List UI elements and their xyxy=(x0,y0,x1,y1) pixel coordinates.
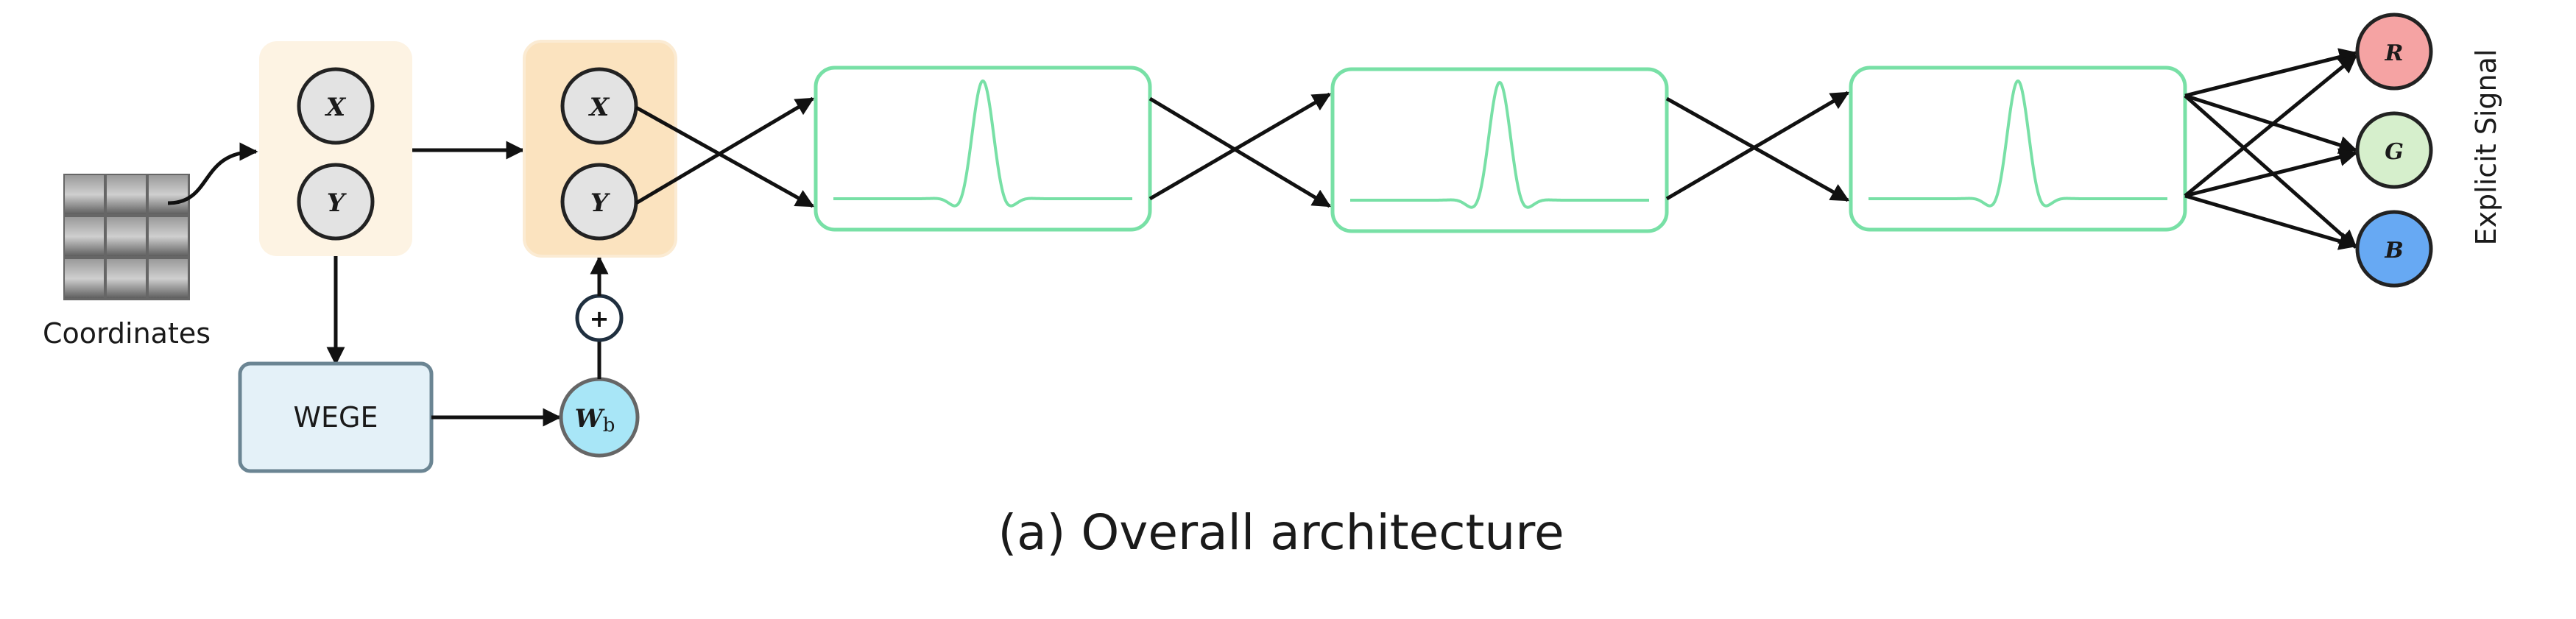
grid-cell xyxy=(107,175,146,214)
input-node-y: Y xyxy=(297,163,375,241)
coords-to-input-arrow xyxy=(167,142,258,205)
output-node-b: B xyxy=(2355,210,2433,288)
sine-layer-3 xyxy=(1849,66,2187,232)
grid-cell xyxy=(149,259,188,298)
svg-text:Wb: Wb xyxy=(575,404,615,436)
coordinates-grid-icon xyxy=(63,174,190,300)
svg-text:X: X xyxy=(588,93,610,122)
svg-text:B: B xyxy=(2384,238,2403,263)
grid-cell xyxy=(107,259,146,298)
explicit-signal-label: Explicit Signal xyxy=(2470,49,2502,246)
input-node-x: X xyxy=(297,67,375,145)
wege-label: WEGE xyxy=(293,401,378,434)
layer1-to-layer2-arrow-b xyxy=(1148,92,1332,201)
grid-cell xyxy=(149,175,188,214)
encoded-x-to-layer1-arrow xyxy=(635,105,815,208)
svg-text:R: R xyxy=(2385,40,2404,66)
plus-operator: + xyxy=(575,294,624,342)
grid-cell xyxy=(65,217,104,256)
grid-cell xyxy=(65,175,104,214)
svg-text:X: X xyxy=(325,93,347,122)
encoded-node-y: Y xyxy=(560,163,638,241)
svg-text:G: G xyxy=(2385,139,2404,165)
output-node-r: R xyxy=(2355,13,2433,91)
layer3-to-output-arrows xyxy=(2184,48,2358,250)
grid-cell xyxy=(149,217,188,256)
encoded-node-x: X xyxy=(560,67,638,145)
sine-layer-1 xyxy=(814,66,1152,232)
output-node-g: G xyxy=(2355,111,2433,189)
layer2-to-layer3-arrow-b xyxy=(1665,91,1850,201)
coordinates-label: Coordinates xyxy=(43,317,211,350)
figure-caption: (a) Overall architecture xyxy=(998,504,1564,561)
svg-text:+: + xyxy=(590,305,610,333)
svg-text:Y: Y xyxy=(590,188,610,218)
grid-cell xyxy=(65,259,104,298)
encoded-y-to-layer1-arrow xyxy=(635,96,815,205)
layer1-to-layer2-arrow-a xyxy=(1148,96,1332,208)
bias-node: Wb xyxy=(559,377,640,458)
svg-text:Y: Y xyxy=(327,188,347,218)
sine-layer-2 xyxy=(1330,67,1669,233)
layer2-to-layer3-arrow-a xyxy=(1665,96,1850,202)
grid-cell xyxy=(107,217,146,256)
